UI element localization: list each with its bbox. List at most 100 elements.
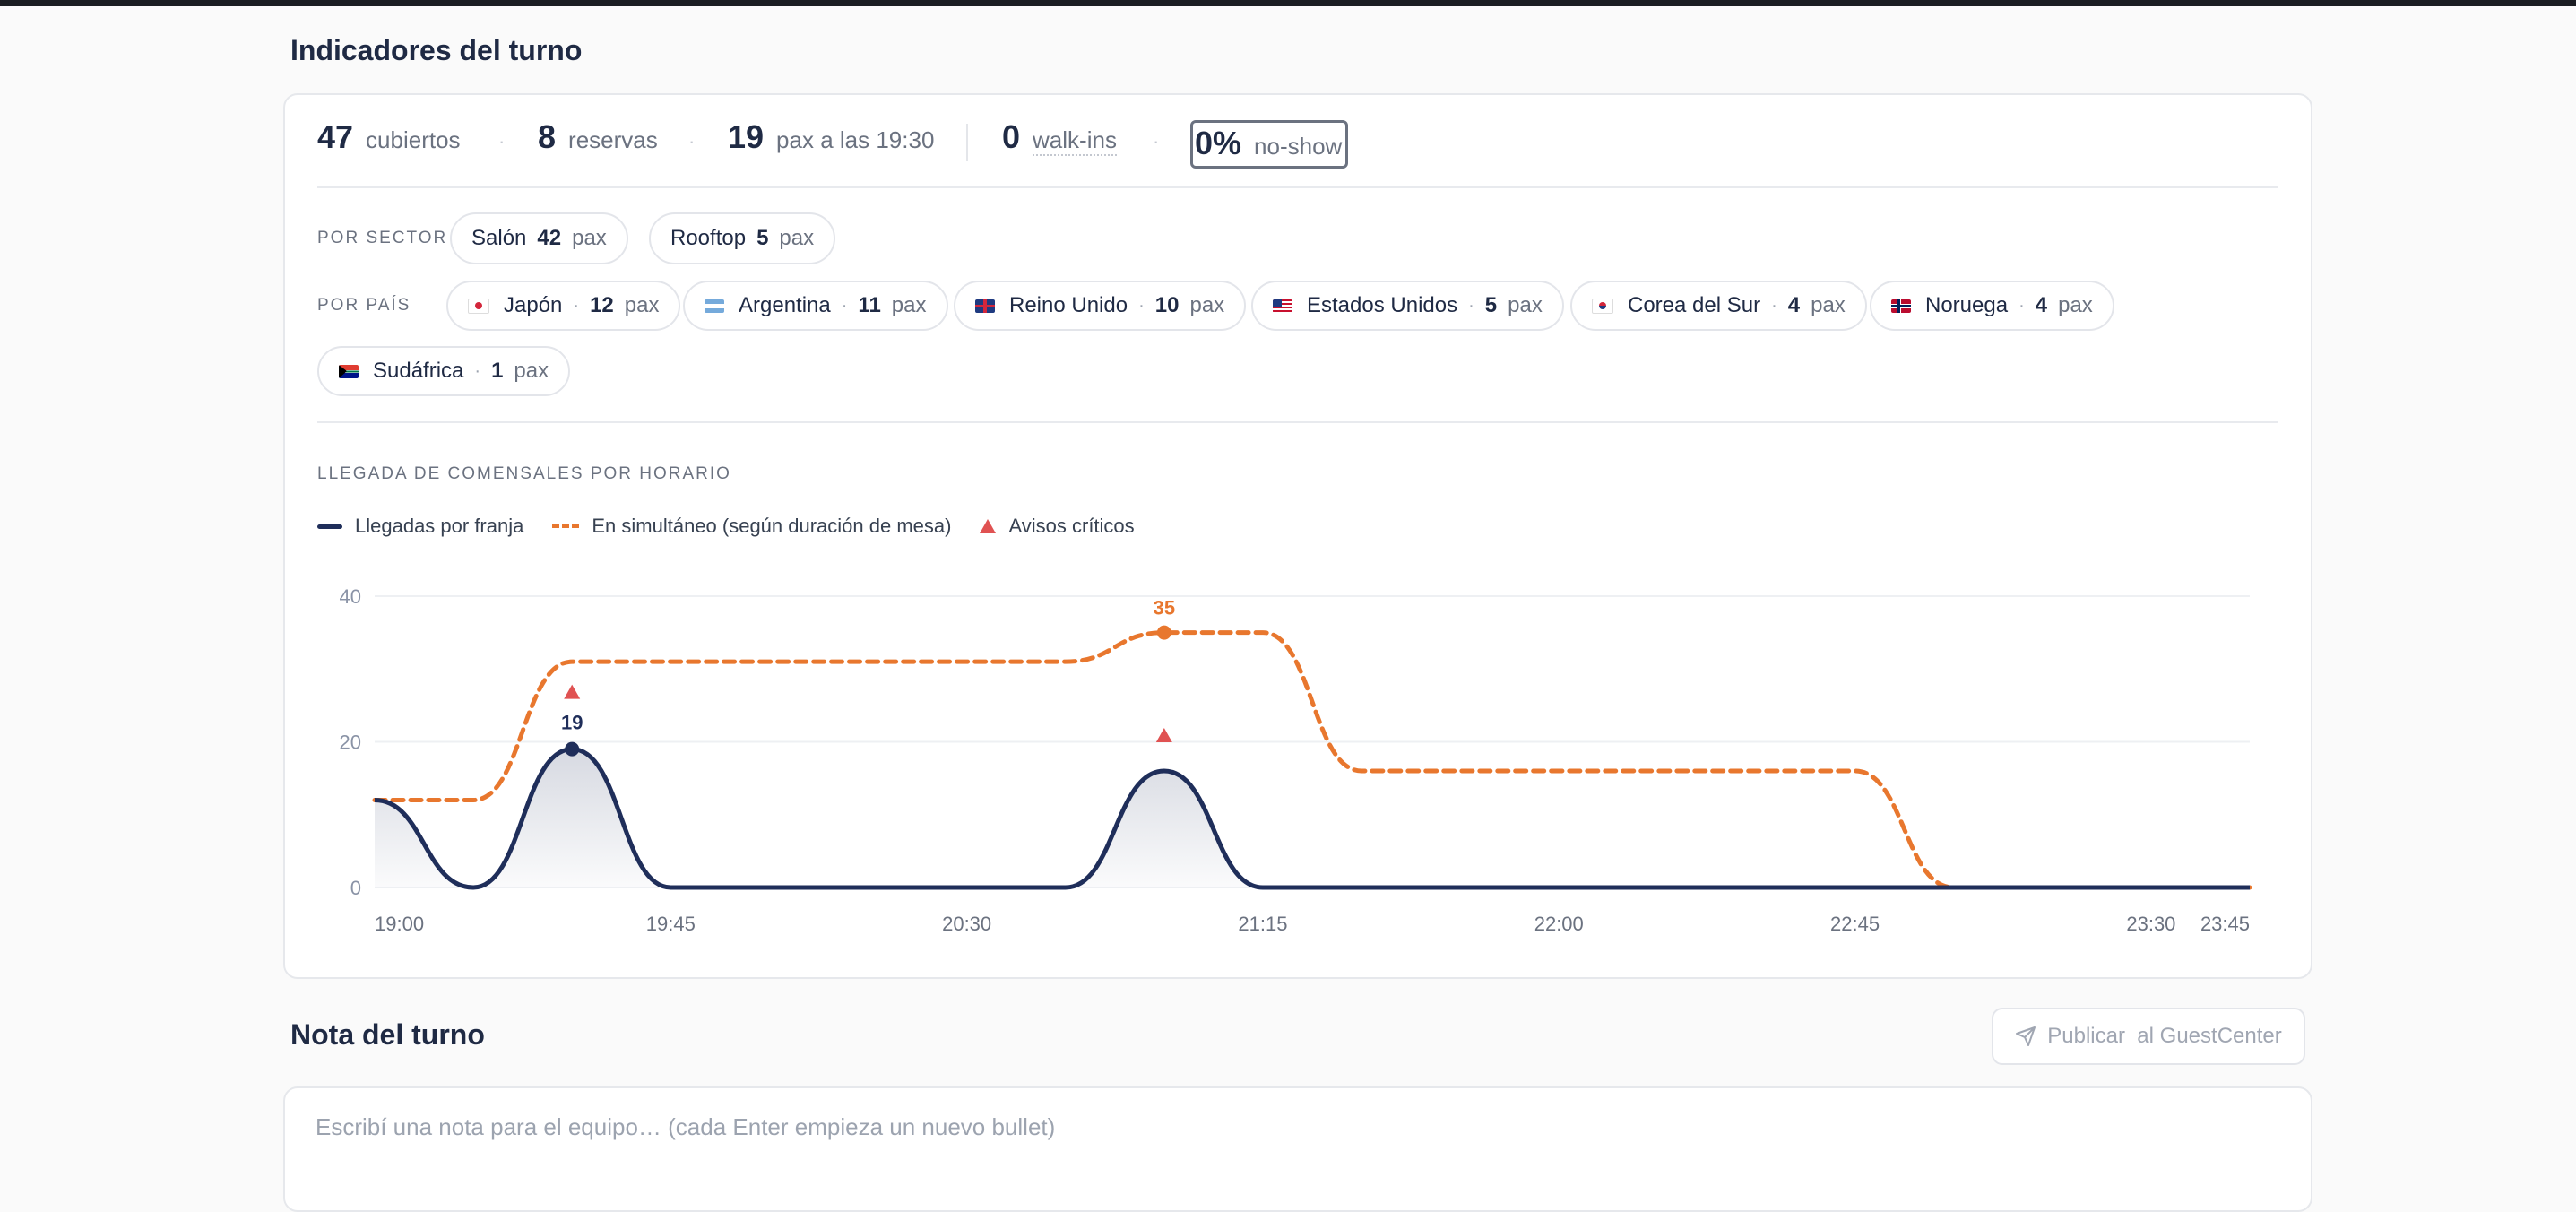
x-tick-label: 22:45 [1830, 913, 1880, 935]
chip-name: Sudáfrica [373, 359, 464, 383]
norway-flag-icon [1891, 299, 1911, 313]
country-chip-estados-unidos[interactable]: Estados Unidos · 5 pax [1251, 281, 1564, 331]
note-input[interactable] [314, 1112, 2271, 1169]
country-chip-noruega[interactable]: Noruega · 4 pax [1870, 281, 2114, 331]
note-title: Nota del turno [290, 1018, 485, 1051]
chip-unit: pax [624, 293, 660, 317]
data-label: 19 [561, 712, 583, 734]
y-tick-label: 20 [340, 732, 361, 754]
chip-name: Estados Unidos [1307, 293, 1458, 317]
country-chip-corea-del-sur[interactable]: Corea del Sur · 4 pax [1570, 281, 1867, 331]
chip-separator: · [841, 295, 848, 316]
korea-flag-icon [1592, 298, 1613, 314]
stat-peak: 19 pax a las 19:30 [728, 118, 934, 156]
stat-covers: 47 cubiertos [317, 118, 461, 156]
stat-separator: · [688, 130, 696, 152]
divider [317, 186, 2278, 188]
chip-unit: pax [514, 359, 549, 383]
legend-label: Llegadas por franja [355, 515, 524, 537]
chart-legend: Llegadas por franja En simultáneo (según… [317, 515, 1163, 538]
legend-item-arrivals[interactable]: Llegadas por franja [317, 515, 523, 538]
japan-flag-icon [468, 298, 489, 314]
sector-chip-salon[interactable]: Salón 42 pax [450, 212, 628, 264]
stat-reservations-label: reservas [568, 126, 658, 153]
country-chip-argentina[interactable]: Argentina · 11 pax [683, 281, 948, 331]
data-point-marker [565, 741, 580, 757]
chip-unit: pax [891, 293, 927, 317]
by-sector-label: POR SECTOR [317, 229, 448, 247]
chip-value: 4 [1787, 293, 1801, 317]
note-editor [283, 1086, 2312, 1212]
stat-noshow[interactable]: 0% no-show [1190, 120, 1349, 169]
country-chip-reino-unido[interactable]: Reino Unido · 10 pax [954, 281, 1247, 331]
stat-covers-value: 47 [317, 118, 354, 155]
chip-value: 11 [858, 293, 881, 317]
publish-label: Publicar al GuestCenter [2047, 1024, 2282, 1048]
stat-walkins-label[interactable]: walk-ins [1033, 126, 1117, 156]
send-icon [2016, 1026, 2036, 1046]
chip-separator: · [1468, 295, 1474, 316]
chip-value: 5 [756, 226, 769, 250]
chip-value: 4 [2035, 293, 2048, 317]
country-chip-japon[interactable]: Japón · 12 pax [446, 281, 681, 331]
chip-separator: · [1138, 295, 1145, 316]
sector-chip-rooftop[interactable]: Rooftop 5 pax [649, 212, 836, 264]
arrivals-area [375, 749, 2250, 887]
legend-label: Avisos críticos [1008, 515, 1135, 537]
chip-unit: pax [1189, 293, 1225, 317]
chip-unit: pax [2058, 293, 2093, 317]
usa-flag-icon [1273, 299, 1292, 313]
x-tick-label: 21:15 [1238, 913, 1287, 935]
argentina-flag-icon [705, 299, 724, 313]
y-tick-label: 0 [350, 877, 361, 899]
chip-name: Corea del Sur [1628, 293, 1761, 317]
stat-walkins: 0 walk-ins [1002, 118, 1117, 156]
chip-value: 12 [590, 293, 614, 317]
x-tick-label: 19:00 [375, 913, 424, 935]
publish-guestcenter-button[interactable]: Publicar al GuestCenter [1992, 1008, 2305, 1065]
stat-divider [966, 124, 968, 161]
legend-item-concurrent[interactable]: En simultáneo (según duración de mesa) [552, 515, 951, 538]
alert-triangle-icon [1155, 728, 1172, 742]
chip-separator: · [2018, 295, 2025, 316]
chip-value: 10 [1154, 293, 1180, 317]
stat-peak-value: 19 [728, 118, 765, 155]
chip-separator: · [474, 360, 481, 381]
stat-noshow-value: 0% [1195, 125, 1242, 161]
alert-triangle-icon [564, 684, 581, 699]
south-africa-flag-icon [339, 364, 359, 378]
chip-unit: pax [1811, 293, 1846, 317]
chip-unit: pax [779, 226, 815, 250]
solid-line-icon [317, 524, 342, 529]
dashed-line-icon [552, 524, 580, 528]
chart-title: LLEGADA DE COMENSALES POR HORARIO [317, 464, 731, 483]
legend-item-alerts[interactable]: Avisos críticos [980, 515, 1135, 538]
uk-flag-icon [975, 299, 995, 313]
stat-peak-label: pax a las 19:30 [776, 126, 935, 153]
chip-name: Rooftop [670, 226, 747, 250]
x-tick-label: 20:30 [942, 913, 991, 935]
chip-unit: pax [572, 226, 607, 250]
stat-walkins-value: 0 [1002, 118, 1021, 155]
chip-value: 1 [491, 359, 504, 383]
chip-value: 42 [537, 226, 562, 250]
stat-separator: · [1153, 130, 1160, 152]
x-tick-label: 22:00 [1534, 913, 1584, 935]
top-bar [0, 0, 2576, 6]
x-tick-label: 23:30 [2126, 913, 2175, 935]
y-tick-label: 40 [340, 585, 361, 608]
chip-name: Argentina [739, 293, 831, 317]
stat-separator: · [498, 130, 506, 152]
country-chip-sudafrica[interactable]: Sudáfrica · 1 pax [317, 346, 571, 396]
x-tick-label: 23:45 [2200, 913, 2250, 935]
chip-name: Reino Unido [1009, 293, 1128, 317]
chip-name: Noruega [1925, 293, 2009, 317]
divider [317, 421, 2278, 423]
data-label: 35 [1154, 597, 1175, 619]
data-point-marker [1156, 625, 1171, 640]
stat-noshow-label: no-show [1254, 133, 1343, 160]
stat-reservations-value: 8 [538, 118, 557, 155]
arrivals-series-line [374, 747, 2250, 890]
chip-name: Salón [471, 226, 527, 250]
stat-covers-label: cubiertos [366, 126, 461, 153]
